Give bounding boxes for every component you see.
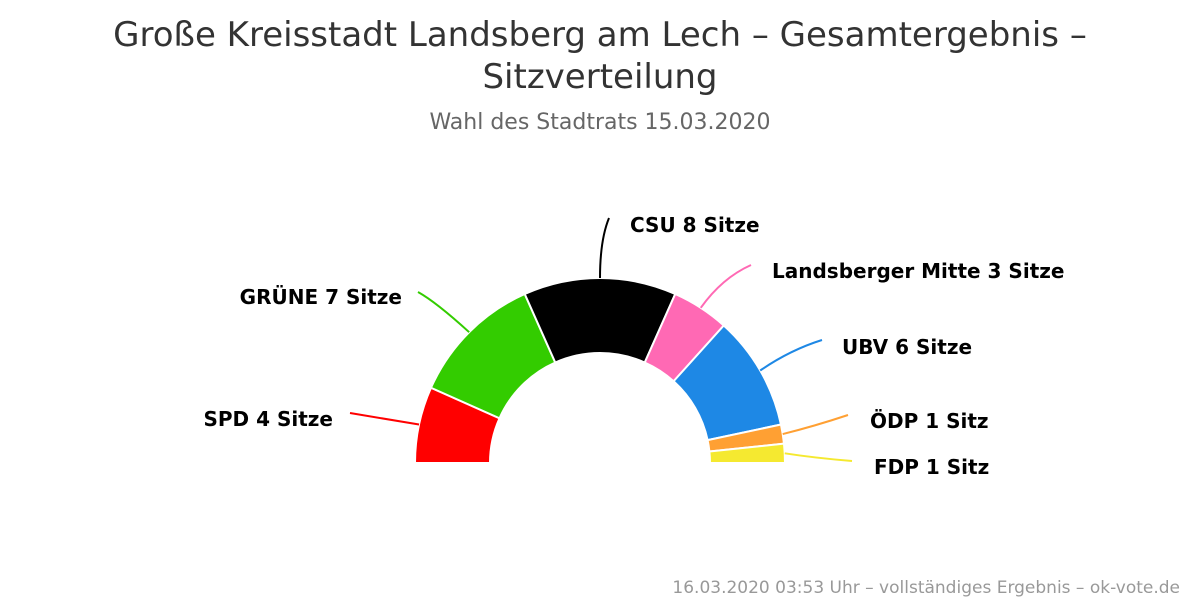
label-ubv: UBV 6 Sitze [842, 335, 972, 359]
label-grüne: GRÜNE 7 Sitze [240, 285, 402, 309]
slice-fdp[interactable] [708, 442, 787, 464]
chart-title: Große Kreisstadt Landsberg am Lech – Ges… [113, 15, 1087, 97]
connector-ubv [759, 339, 823, 372]
label-ödp: ÖDP 1 Sitz [870, 409, 989, 433]
label-connectors [349, 217, 853, 462]
connector-grüne [417, 291, 470, 333]
label-spd: SPD 4 Sitze [203, 407, 333, 431]
connector-landsberger-mitte [699, 264, 752, 309]
chart-subtitle: Wahl des Stadtrats 15.03.2020 [429, 110, 771, 135]
connector-csu [599, 217, 610, 279]
label-fdp: FDP 1 Sitz [874, 455, 989, 479]
data-labels: SPD 4 Sitze GRÜNE 7 Sitze CSU 8 Sitze Lands… [203, 213, 1064, 479]
label-csu: CSU 8 Sitze [630, 213, 760, 237]
connector-spd [349, 412, 420, 426]
label-landsberger-mitte: Landsberger Mitte 3 Sitze [772, 259, 1064, 283]
connector-fdp [784, 452, 853, 462]
chart-slices [413, 277, 787, 464]
credits-text[interactable]: 16.03.2020 03:53 Uhr – vollständiges Erg… [672, 578, 1180, 598]
connector-ödp [782, 414, 849, 436]
